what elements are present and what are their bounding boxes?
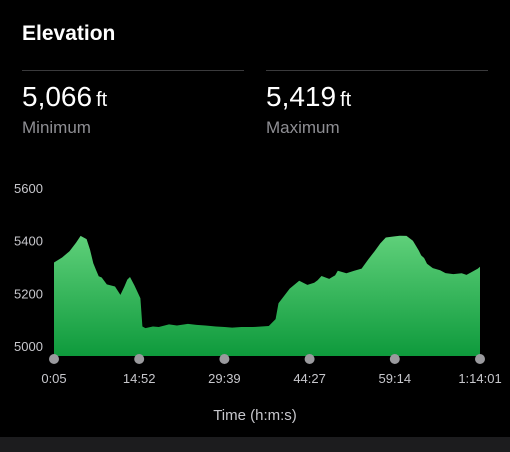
x-tick-label: 1:14:01 xyxy=(458,371,501,386)
minimum-value: 5,066 ft xyxy=(22,81,244,116)
maximum-value: 5,419 ft xyxy=(266,81,488,116)
y-tick-label: 5000 xyxy=(14,339,43,354)
minimum-unit: ft xyxy=(96,89,108,111)
x-tick-label: 29:39 xyxy=(208,371,241,386)
x-tick-marker xyxy=(475,354,485,364)
maximum-number: 5,419 xyxy=(266,81,337,112)
x-tick-marker xyxy=(219,354,230,364)
x-tick-label: 0:05 xyxy=(41,371,66,386)
y-axis-ticks: 5000 5200 5400 5600 xyxy=(14,181,43,354)
elevation-area xyxy=(54,235,480,356)
y-tick-label: 5600 xyxy=(14,181,43,196)
minimum-number: 5,066 xyxy=(22,81,93,112)
x-tick-label: 59:14 xyxy=(379,371,412,386)
x-tick-label: 44:27 xyxy=(293,371,326,386)
y-tick-label: 5200 xyxy=(14,286,43,301)
x-axis-ticks: 0:05 14:52 29:39 44:27 59:14 1:14:01 xyxy=(41,371,501,386)
x-axis-label: Time (h:m:s) xyxy=(213,407,297,424)
x-tick-marker xyxy=(49,354,59,364)
maximum-stat: 5,419 ft Maximum xyxy=(266,70,488,138)
x-axis-markers xyxy=(49,354,485,364)
x-tick-label: 14:52 xyxy=(123,371,156,386)
minimum-stat: 5,066 ft Minimum xyxy=(22,70,244,138)
bottom-bar xyxy=(0,437,510,452)
y-tick-label: 5400 xyxy=(14,234,43,249)
x-tick-marker xyxy=(389,354,400,364)
maximum-unit: ft xyxy=(340,89,352,111)
page-title: Elevation xyxy=(22,22,116,45)
elevation-chart: 5000 5200 5400 5600 0:05 14:52 29:39 44:27 59:1… xyxy=(14,181,502,386)
x-tick-marker xyxy=(304,354,315,364)
x-tick-marker xyxy=(134,354,145,364)
minimum-label: Minimum xyxy=(22,118,91,137)
maximum-label: Maximum xyxy=(266,118,340,137)
